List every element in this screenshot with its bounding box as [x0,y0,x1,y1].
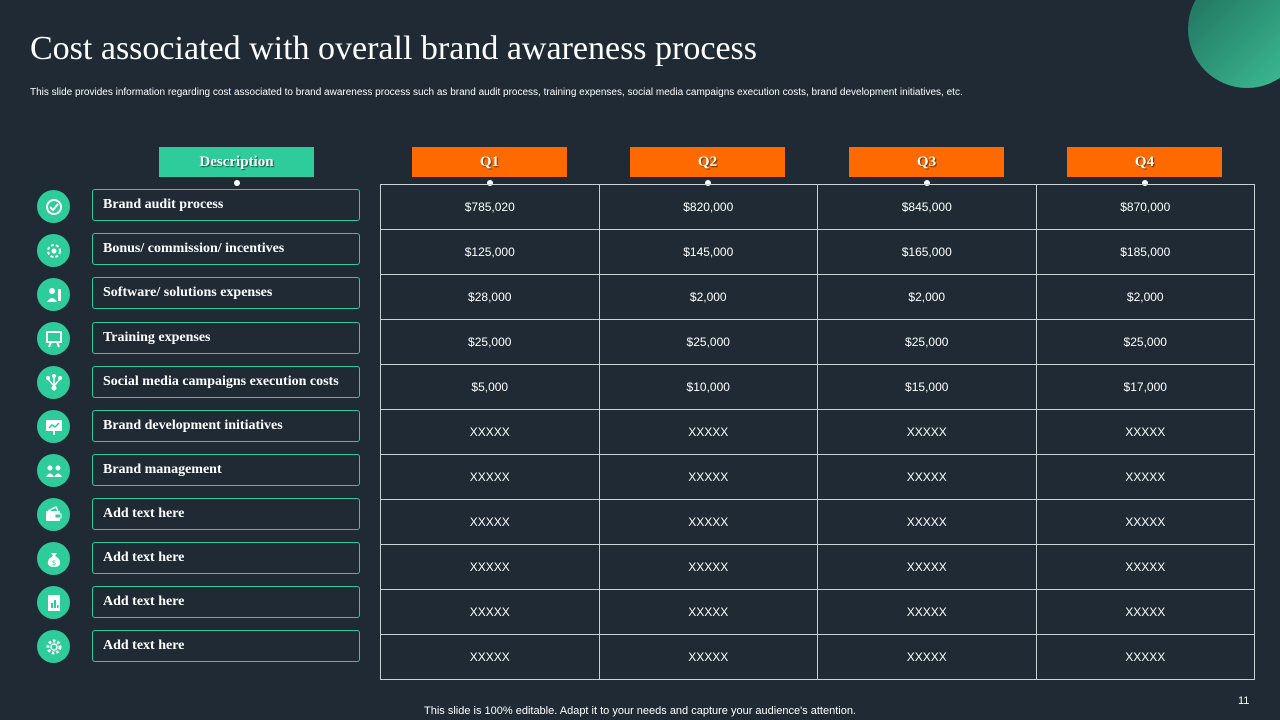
gear-people-icon [37,234,70,267]
row-label-add-text-1: Add text here [92,498,360,530]
table-row: $25,000 $25,000 $25,000 $25,000 [380,319,1255,365]
table-cell: $25,000 [598,319,818,365]
table-cell: XXXXX [598,499,818,545]
table-row: XXXXX XXXXX XXXXX XXXXX [380,409,1255,455]
table-cell: XXXXX [598,634,818,680]
decorative-corner-circle [1188,0,1280,88]
row-label-add-text-2: Add text here [92,542,360,574]
connector-dot-q1 [487,180,493,186]
table-cell: $2,000 [817,274,1037,320]
table-row: XXXXX XXXXX XXXXX XXXXX [380,634,1255,680]
table-cell: XXXXX [380,409,600,455]
table-row: $125,000 $145,000 $165,000 $185,000 [380,229,1255,275]
table-cell: $165,000 [817,229,1037,275]
table-cell: $820,000 [598,184,818,230]
table-cell: XXXXX [598,589,818,635]
table-row: $5,000 $10,000 $15,000 $17,000 [380,364,1255,410]
row-label-bonus: Bonus/ commission/ incentives [92,233,360,265]
table-cell: XXXXX [380,589,600,635]
table-cell: XXXXX [1035,544,1255,590]
table-cell: XXXXX [598,454,818,500]
row-label-brand-development: Brand development initiatives [92,410,360,442]
table-cell: $845,000 [817,184,1037,230]
table-cell: XXXXX [817,634,1037,680]
table-cell: XXXXX [1035,589,1255,635]
footer-note: This slide is 100% editable. Adapt it to… [424,705,856,717]
wallet-icon [37,498,70,531]
connector-dot-q4 [1142,180,1148,186]
row-label-software: Software/ solutions expenses [92,277,360,309]
table-cell: $785,020 [380,184,600,230]
table-cell: XXXXX [598,409,818,455]
network-icon [37,366,70,399]
header-description: Description [159,147,314,177]
table-cell: $25,000 [380,319,600,365]
row-label-brand-management: Brand management [92,454,360,486]
presentation-icon [37,410,70,443]
connector-dot-q3 [924,180,930,186]
table-cell: $28,000 [380,274,600,320]
row-label-add-text-3: Add text here [92,586,360,618]
settings-icon [37,630,70,663]
connector-dot-q2 [705,180,711,186]
svg-text:$: $ [51,559,55,567]
table-cell: $2,000 [1035,274,1255,320]
table-cell: $10,000 [598,364,818,410]
table-cell: XXXXX [380,454,600,500]
table-cell: $145,000 [598,229,818,275]
table-cell: XXXXX [1035,634,1255,680]
training-board-icon [37,322,70,355]
row-label-social-media: Social media campaigns execution costs [92,366,360,398]
header-q3: Q3 [849,147,1004,177]
table-row: XXXXX XXXXX XXXXX XXXXX [380,589,1255,635]
team-icon [37,454,70,487]
table-cell: XXXXX [380,544,600,590]
table-cell: $17,000 [1035,364,1255,410]
header-q4: Q4 [1067,147,1222,177]
table-cell: $15,000 [817,364,1037,410]
document-chart-icon [37,586,70,619]
header-q1: Q1 [412,147,567,177]
connector-dot-description [234,180,240,186]
table-row: XXXXX XXXXX XXXXX XXXXX [380,454,1255,500]
row-label-training: Training expenses [92,322,360,354]
table-cell: $2,000 [598,274,818,320]
row-label-brand-audit: Brand audit process [92,189,360,221]
table-row: $785,020 $820,000 $845,000 $870,000 [380,184,1255,230]
table-cell: $5,000 [380,364,600,410]
table-row: XXXXX XXXXX XXXXX XXXXX [380,499,1255,545]
table-cell: $870,000 [1035,184,1255,230]
header-q2: Q2 [630,147,785,177]
table-cell: XXXXX [817,499,1037,545]
table-cell: $185,000 [1035,229,1255,275]
row-label-add-text-4: Add text here [92,630,360,662]
table-cell: $25,000 [1035,319,1255,365]
table-cell: XXXXX [817,454,1037,500]
software-icon [37,278,70,311]
table-cell: XXXXX [380,499,600,545]
slide-title: Cost associated with overall brand aware… [30,30,757,67]
table-cell: XXXXX [598,544,818,590]
table-cell: XXXXX [817,544,1037,590]
table-row: XXXXX XXXXX XXXXX XXXXX [380,544,1255,590]
table-cell: XXXXX [1035,454,1255,500]
table-cell: $125,000 [380,229,600,275]
cost-table: $785,020 $820,000 $845,000 $870,000 $125… [380,184,1255,680]
page-number: 11 [1238,695,1250,707]
brand-audit-icon [37,190,70,223]
table-cell: XXXXX [1035,499,1255,545]
table-cell: XXXXX [1035,409,1255,455]
table-cell: XXXXX [817,589,1037,635]
slide-subtitle: This slide provides information regardin… [30,87,963,98]
money-bag-icon: $ [37,542,70,575]
table-cell: XXXXX [380,634,600,680]
table-cell: XXXXX [817,409,1037,455]
table-cell: $25,000 [817,319,1037,365]
table-row: $28,000 $2,000 $2,000 $2,000 [380,274,1255,320]
